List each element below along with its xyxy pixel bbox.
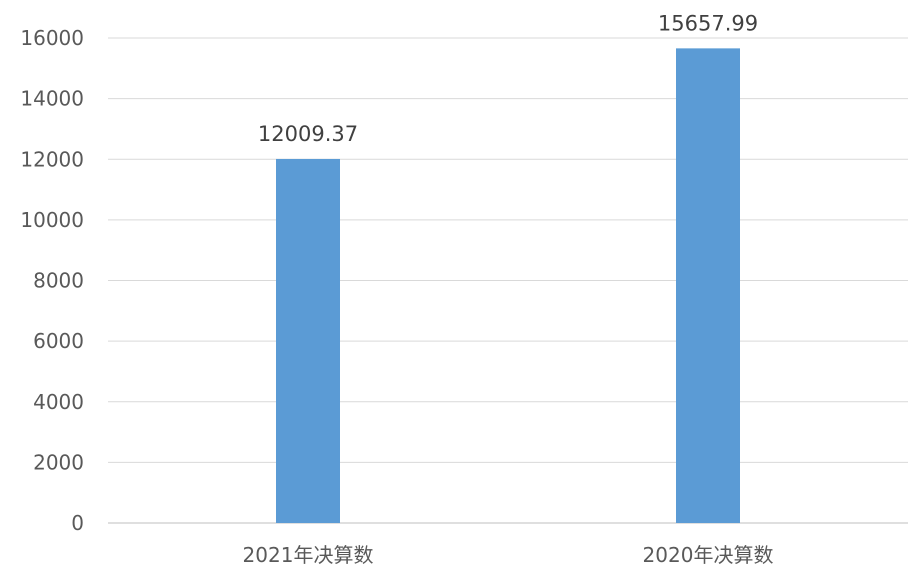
- y-tick-label-2: 4000: [33, 390, 84, 414]
- y-axis-tick-labels: 0 2000 4000 6000 8000 10000 12000 14000 16000: [20, 26, 84, 535]
- y-tick-label-5: 10000: [20, 208, 84, 232]
- y-tick-label-6: 12000: [20, 147, 84, 171]
- x-category-label-0: 2021年决算数: [243, 543, 374, 567]
- x-axis-category-labels: 2021年决算数 2020年决算数: [243, 543, 774, 567]
- bar-1: [676, 48, 740, 523]
- bars: [276, 48, 740, 523]
- y-tick-label-0: 0: [71, 511, 84, 535]
- data-labels: 12009.37 15657.99: [258, 11, 758, 146]
- y-tick-label-4: 8000: [33, 269, 84, 293]
- x-category-label-1: 2020年决算数: [643, 543, 774, 567]
- y-tick-label-3: 6000: [33, 329, 84, 353]
- gridlines: [108, 37, 908, 463]
- y-tick-label-7: 14000: [20, 87, 84, 111]
- data-label-0: 12009.37: [258, 122, 358, 146]
- bar-0: [276, 158, 340, 523]
- y-tick-label-1: 2000: [33, 450, 84, 474]
- y-tick-label-8: 16000: [20, 26, 84, 50]
- data-label-1: 15657.99: [658, 11, 758, 35]
